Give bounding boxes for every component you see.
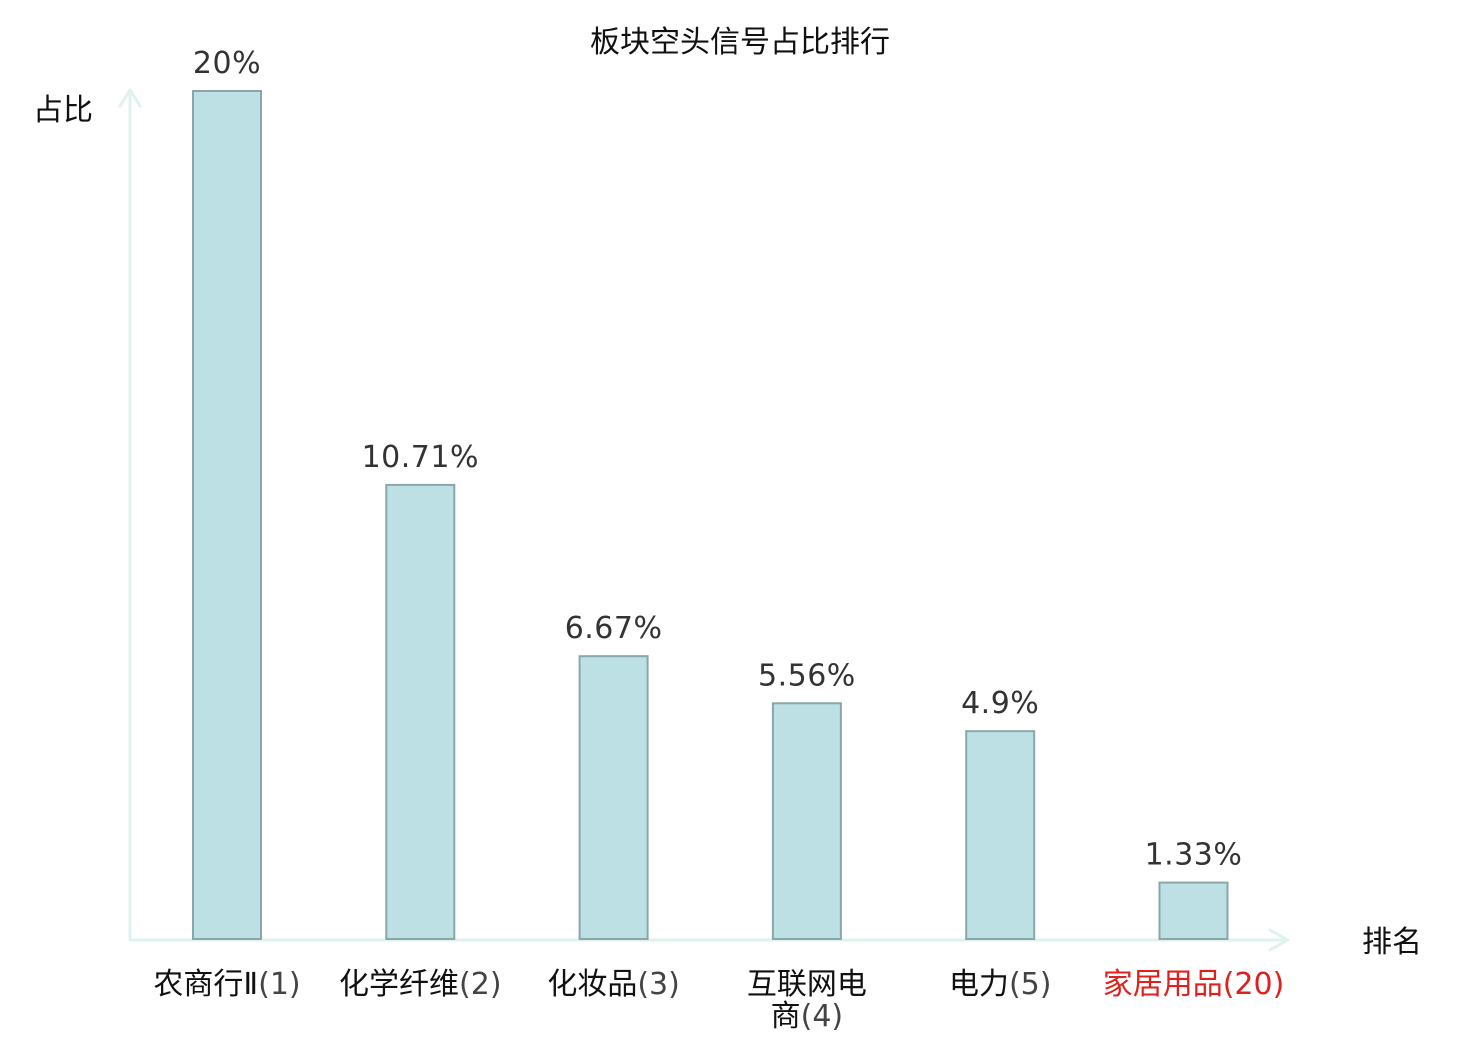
- value-label-6: 1.33%: [1145, 838, 1243, 873]
- category-name-line-2: 商(4): [771, 999, 844, 1034]
- category-rank: (4): [801, 999, 844, 1034]
- category-name-rest: 商: [771, 999, 801, 1034]
- value-label-1: 20%: [193, 46, 261, 81]
- y-axis-label: 占比: [33, 93, 93, 128]
- category-label-1: 农商行Ⅱ(1): [153, 967, 300, 1002]
- category-rank: (20): [1223, 967, 1285, 1002]
- category-rank: (2): [459, 967, 502, 1002]
- y-axis-arrow: [118, 88, 142, 108]
- bar-2: [385, 483, 456, 940]
- value-label-5: 4.9%: [961, 686, 1039, 721]
- bar-4: [771, 702, 842, 940]
- category-name-line-1: 互联网电: [747, 967, 867, 1002]
- value-labels-group: 20% 10.71% 6.67% 5.56% 4.9% 1.33%: [193, 46, 1243, 873]
- value-label-3: 6.67%: [565, 611, 663, 646]
- category-label-3: 化妆品(3): [547, 967, 680, 1002]
- bar-6: [1158, 881, 1229, 940]
- bar-1: [192, 90, 262, 940]
- category-name: 化妆品: [547, 967, 637, 1002]
- x-axis-label: 排名: [1362, 925, 1422, 960]
- category-label-5: 电力(5): [949, 967, 1051, 1002]
- category-name: 农商行Ⅱ: [153, 967, 258, 1002]
- x-axis-arrow: [1268, 928, 1290, 952]
- category-name: 家居用品: [1103, 967, 1223, 1002]
- category-name: 电力: [949, 967, 1009, 1002]
- value-label-4: 5.56%: [758, 658, 856, 693]
- category-label-4: 互联网电商(4): [747, 967, 867, 1034]
- category-name: 化学纤维: [339, 967, 459, 1002]
- chart-title: 板块空头信号占比排行: [590, 25, 890, 60]
- category-labels-group: 农商行Ⅱ(1) 化学纤维(2) 化妆品(3) 互联网电商(4) 电力(5) 家居用品(20…: [153, 967, 1284, 1034]
- bars-group: [192, 90, 1229, 941]
- category-label-2: 化学纤维(2): [339, 967, 502, 1002]
- bar-3: [578, 655, 649, 940]
- category-rank: (3): [637, 967, 680, 1002]
- axes: [118, 88, 1290, 952]
- category-rank: (1): [258, 967, 301, 1002]
- category-label-6: 家居用品(20): [1103, 967, 1285, 1002]
- value-label-2: 10.71%: [362, 440, 479, 475]
- category-rank: (5): [1009, 967, 1051, 1002]
- bar-5: [965, 730, 1036, 941]
